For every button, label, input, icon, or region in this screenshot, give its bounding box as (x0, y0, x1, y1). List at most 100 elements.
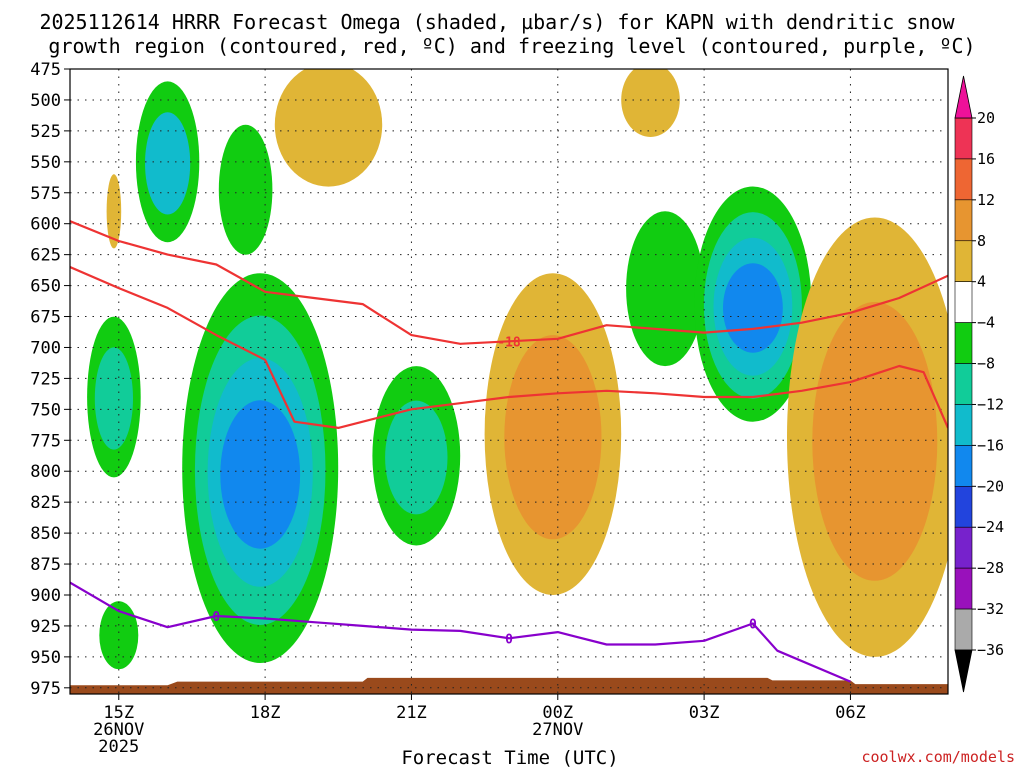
omega-level--14 (145, 112, 191, 215)
colorbar-label-20: 20 (977, 109, 995, 127)
y-tick-label-725: 725 (30, 369, 61, 389)
y-tick-label-875: 875 (30, 555, 61, 575)
x-tick-label-27NOV: 27NOV (532, 720, 583, 740)
colorbar-swatch--24-to--20 (954, 486, 973, 528)
omega-level-6 (621, 69, 680, 137)
colorbar-label-12: 12 (977, 191, 995, 209)
x-tick-label-00Z: 00Z (542, 703, 573, 723)
omega-level-6 (106, 174, 122, 249)
region-green-main-low (182, 273, 339, 663)
colorbar-label--28: −28 (977, 559, 1004, 577)
y-tick-label-775: 775 (30, 431, 61, 451)
colorbar-label--4: −4 (977, 314, 995, 332)
y-tick-label-750: 750 (30, 400, 61, 420)
colorbar-label--16: −16 (977, 436, 1004, 454)
region-yellow-15z-thin (106, 174, 122, 249)
omega-level--10 (385, 400, 448, 515)
y-tick-label-650: 650 (30, 277, 61, 297)
omega-level--6 (99, 601, 139, 670)
y-tick-label-600: 600 (30, 215, 61, 235)
y-tick-label-475: 475 (30, 60, 61, 80)
region-green-21z (372, 366, 461, 546)
y-tick-label-900: 900 (30, 586, 61, 606)
omega-level--18 (220, 400, 301, 549)
y-tick-label-675: 675 (30, 308, 61, 328)
y-tick-label-525: 525 (30, 122, 61, 142)
colorbar-swatch-12-to-16 (954, 158, 973, 201)
x-tick-label-15Z: 15Z (103, 703, 134, 723)
contour-dgz-bottom (70, 265, 948, 429)
chart-subtitle: growth region (contoured, red, ºC) and f… (48, 34, 975, 58)
y-tick-label-975: 975 (30, 679, 61, 699)
colorbar-swatch--8-to--4 (954, 322, 973, 364)
y-tick-label-625: 625 (30, 246, 61, 266)
contour-label-dgz-top: -18 (497, 335, 521, 350)
region-yellow-00z (484, 273, 622, 595)
colorbar-top-arrow (954, 75, 973, 119)
contour-lines: -18 0 0 0 (70, 220, 948, 683)
x-tick-label-18Z: 18Z (250, 703, 281, 723)
y-tick-label-950: 950 (30, 648, 61, 668)
region-green-15z-sfc (99, 601, 139, 670)
omega-level-10 (812, 302, 938, 581)
colorbar-swatch--16-to--12 (954, 404, 973, 446)
y-tick-label-925: 925 (30, 617, 61, 637)
region-green-15z-mid (87, 316, 141, 478)
x-tick-label-21Z: 21Z (396, 703, 427, 723)
colorbar-label--8: −8 (977, 355, 995, 373)
colorbar-label-4: 4 (977, 273, 986, 291)
colorbar-swatch-8-to-12 (954, 199, 973, 242)
y-tick-label-800: 800 (30, 462, 61, 482)
y-tick-label-575: 575 (30, 184, 61, 204)
terrain-layer (70, 677, 948, 694)
y-tick-label-550: 550 (30, 153, 61, 173)
y-axis-ticks: 475 500 525 550 575 600 625 650 675 700 725 750 775 8… (30, 60, 70, 699)
y-tick-label-500: 500 (30, 91, 61, 111)
contour-freezing-level (70, 581, 851, 683)
colorbar-swatch--20-to--16 (954, 445, 973, 487)
x-tick-label-03Z: 03Z (689, 703, 720, 723)
x-axis-label: Forecast Time (UTC) (401, 747, 618, 768)
y-tick-label-850: 850 (30, 524, 61, 544)
colorbar-swatch--32-to--28 (954, 567, 973, 610)
contour-label-freezing-level: 0 (749, 617, 757, 632)
plot-frame (69, 68, 949, 695)
colorbar-label--32: −32 (977, 600, 1004, 618)
region-yellow-19z-top (274, 69, 383, 187)
omega-level--6 (218, 124, 273, 255)
colorbar-swatch-16-to-20 (954, 117, 973, 160)
colorbar-label--20: −20 (977, 477, 1004, 495)
contour-dgz-top (70, 220, 948, 345)
y-tick-label-700: 700 (30, 338, 61, 358)
region-yellow-06z (787, 217, 948, 657)
credit-text: coolwx.com/models (861, 748, 1015, 766)
omega-level-10 (504, 335, 602, 540)
omega-shading (87, 69, 948, 670)
region-yellow-0130z-top (621, 69, 680, 137)
contour-label-freezing-level: 0 (505, 632, 513, 647)
chart-title: 2025112614 HRRR Forecast Omega (shaded, … (39, 10, 955, 34)
x-tick-label-2025: 2025 (98, 737, 139, 757)
colorbar-swatch-4-to-8 (954, 240, 973, 282)
x-tick-label-06Z: 06Z (835, 703, 866, 723)
terrain-fill (70, 677, 948, 694)
omega-level--18 (723, 263, 783, 353)
contour-label-freezing-level: 0 (212, 610, 220, 625)
colorbar-swatch--4-to-4 (954, 281, 973, 323)
colorbar-label-8: 8 (977, 232, 986, 250)
colorbar-swatch--36-to--32 (954, 608, 973, 651)
omega-level-6 (274, 69, 383, 187)
colorbar-bottom-arrow (954, 649, 973, 693)
colorbar-label--24: −24 (977, 518, 1004, 536)
y-tick-label-825: 825 (30, 493, 61, 513)
region-green-17z-high (218, 124, 273, 255)
colorbar-label--12: −12 (977, 395, 1004, 413)
colorbar-label--36: −36 (977, 641, 1004, 659)
x-tick-label-26NOV: 26NOV (93, 720, 144, 740)
colorbar: 20 16 12 8 4 −4 −8 −12 −16 −20 −24 −28 −32 −36 (954, 75, 1004, 693)
omega-level--10 (94, 347, 133, 450)
region-green-0230z (626, 211, 705, 367)
omega-level--6 (626, 211, 705, 367)
